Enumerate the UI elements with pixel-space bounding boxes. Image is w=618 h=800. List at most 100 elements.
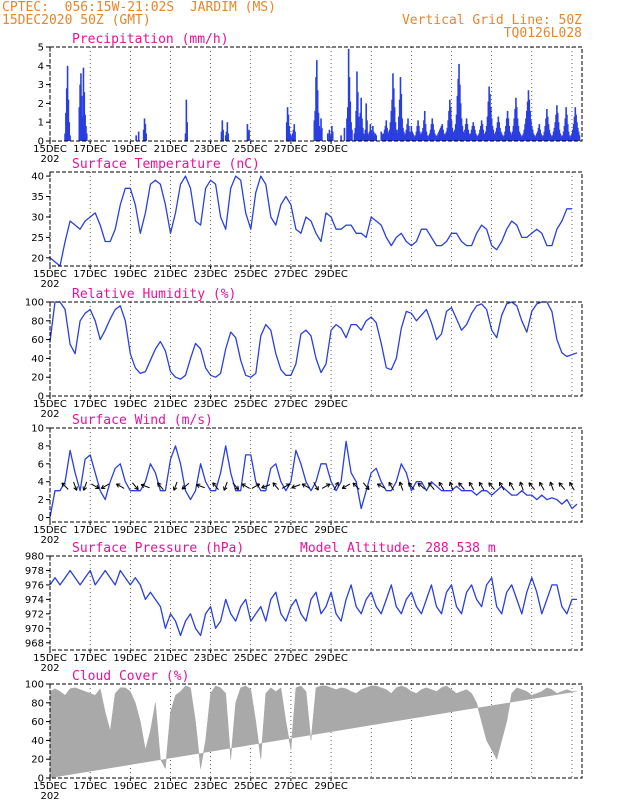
panel-1-bar (423, 110, 426, 141)
panel-1-bar (389, 122, 392, 141)
panel-1-bar (529, 110, 531, 141)
panel-1-bar (552, 131, 555, 141)
wind-arrow (528, 482, 536, 490)
panel-1-bar (479, 129, 481, 141)
panel-1-bar (247, 131, 250, 141)
panel-1-bar (362, 127, 364, 141)
panel-2-y-tick-label: 25 (31, 233, 44, 244)
panel-1-bar (485, 131, 487, 141)
panel-1-bar (569, 137, 572, 141)
panel-1-bar (437, 133, 439, 141)
panel-1-bar (545, 118, 547, 141)
panel-1-bar (543, 131, 546, 141)
panel-5-y-tick-label: 974 (25, 595, 44, 606)
panel-1-bar (471, 125, 474, 141)
panel-1-bar (387, 133, 390, 141)
panel-1-bar (346, 118, 348, 141)
panel-3-x-tick-label: 15DEC (33, 399, 67, 410)
panel-1-x-tick-label: 21DEC (154, 144, 188, 155)
panel-1-bar (451, 127, 454, 141)
panel-1-bar (494, 135, 496, 141)
panel-1-bar (508, 125, 511, 141)
panel-3-x-tick-label: 29DEC (314, 399, 348, 410)
panel-1-bar (446, 127, 449, 141)
panel-1-bar (567, 131, 570, 141)
panel-5-y-tick-label: 968 (25, 638, 44, 649)
wind-arrow (91, 483, 100, 489)
panel-1-bar (367, 135, 370, 141)
panel-1-bar (478, 133, 480, 141)
panel-1-bar (527, 90, 530, 141)
panel-1-bar (544, 125, 546, 141)
panel-1-bar (430, 124, 433, 141)
panel-1-bar (418, 125, 420, 141)
panel-1-bar (372, 125, 374, 141)
panel-2-x-tick-label: 27DEC (274, 269, 308, 280)
panel-1-bar (491, 125, 494, 141)
wind-arrow (488, 482, 495, 490)
panel-1-bar (428, 135, 430, 141)
panel-1-bar (520, 137, 523, 141)
panel-1-bar (433, 133, 436, 141)
panel-6-x-tick-label: 25DEC (234, 781, 268, 792)
panel-1-bar (546, 116, 549, 141)
panel-1-bar (560, 135, 562, 141)
panel-1-x-tick-label: 19DEC (113, 144, 147, 155)
panel-4-x-year-label: 202 (40, 535, 59, 546)
panel-1-bar (461, 125, 464, 141)
panel-1-bar (375, 135, 378, 141)
panel-5-y-tick-label: 980 (25, 552, 44, 563)
panel-1-bar (516, 118, 519, 141)
panel-5-x-tick-label: 17DEC (73, 653, 107, 664)
panel-1-bar (68, 122, 71, 141)
wind-arrow (251, 483, 261, 489)
panel-2-x-tick-label: 17DEC (73, 269, 107, 280)
wind-arrow (519, 481, 524, 491)
wind-arrow (232, 482, 240, 491)
panel-1-title: Precipitation (mm/h) (72, 32, 229, 47)
panel-1-bar (351, 129, 353, 141)
panel-3-series-line (49, 301, 578, 380)
panel-1-bar (144, 124, 147, 141)
panel-6-y-tick-label: 60 (31, 717, 44, 728)
panel-1-bar (550, 135, 552, 141)
header-grid-line: Vertical Grid Line: 50Z (401, 13, 582, 28)
panel-1-y-tick-label: 4 (38, 61, 44, 72)
panel-1-bar (531, 129, 534, 141)
wind-arrow (333, 481, 339, 491)
panel-1-bar (571, 133, 573, 141)
wind-arrow (100, 483, 110, 489)
panel-1-bar (489, 94, 491, 141)
panel-1-bar (429, 129, 432, 141)
panel-1-bar (186, 122, 188, 141)
panel-1-bar (434, 135, 437, 141)
panel-1-bar (82, 67, 85, 141)
panel-1-bar (69, 135, 71, 141)
panel-1-bar (475, 135, 478, 141)
wind-arrow (549, 481, 554, 491)
panel-1-bar (365, 103, 367, 141)
panel-1-bar (362, 133, 365, 141)
panel-1-bar (541, 137, 544, 141)
panel-1-bar (525, 118, 527, 141)
panel-1-bar (444, 135, 446, 141)
panel-1-bar (482, 129, 485, 141)
panel-1-bar (496, 122, 499, 141)
panel-1-bar (348, 77, 351, 141)
panel-1-bar (374, 133, 377, 141)
panel-1-bar (381, 133, 383, 141)
wind-arrow (508, 481, 515, 491)
panel-1-bar (469, 133, 472, 141)
panel-3-frame (49, 301, 583, 397)
panel-1-bar (452, 131, 454, 141)
panel-1-bar (531, 125, 533, 141)
panel-2-y-tick-label: 35 (31, 192, 44, 203)
panel-1-bar (142, 129, 145, 141)
panel-1-bar (398, 99, 401, 141)
panel-1-bar (423, 120, 425, 141)
wind-arrow (376, 483, 386, 489)
panel-2-x-tick-label: 29DEC (314, 269, 348, 280)
panel-1-bar (505, 125, 507, 141)
panel-1-bar (387, 131, 389, 141)
wind-arrow (417, 482, 426, 490)
